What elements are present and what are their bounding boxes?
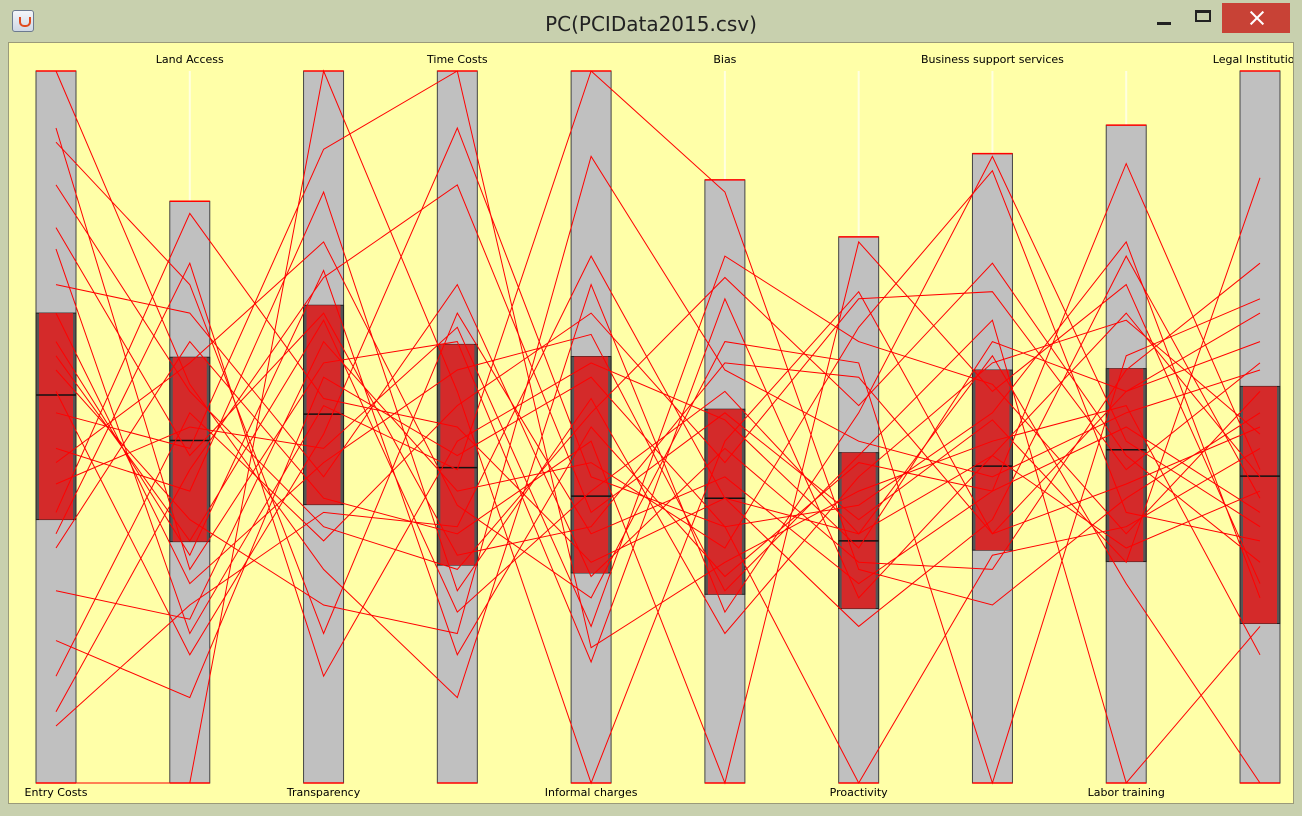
record-line xyxy=(55,312,1261,785)
axis-label: Land Access xyxy=(156,53,224,66)
record-line xyxy=(55,240,1261,785)
record-line xyxy=(55,255,1261,727)
axis-label: Proactivity xyxy=(830,786,888,799)
java-app-icon[interactable] xyxy=(12,10,34,32)
record-line xyxy=(55,376,1261,785)
record-line xyxy=(55,212,1261,628)
axis-label: Transparency xyxy=(286,786,361,799)
parallel-coordinates-chart: Entry Costs Land Access Transparency Time C… xyxy=(25,53,1293,799)
record-line xyxy=(55,169,1261,620)
close-button[interactable] xyxy=(1222,3,1290,33)
axis-label: Bias xyxy=(713,53,736,66)
record-line xyxy=(55,127,1261,664)
axis-label: Informal charges xyxy=(545,786,638,799)
record-line xyxy=(55,177,1261,713)
record-line xyxy=(55,261,1261,678)
title-bar[interactable]: PC(PCIData2015.csv) xyxy=(0,0,1302,44)
interquartile-box xyxy=(440,344,475,566)
record-line xyxy=(55,184,1261,570)
record-line xyxy=(55,70,1261,656)
record-line xyxy=(55,319,1261,784)
axis-label: Business support services xyxy=(921,53,1064,66)
record-line xyxy=(55,262,1261,578)
axis-label: Entry Costs xyxy=(25,786,88,799)
record-line xyxy=(55,70,1261,699)
record-line xyxy=(55,190,1261,635)
axis-label: Labor training xyxy=(1088,786,1165,799)
window-title: PC(PCIData2015.csv) xyxy=(545,12,757,36)
maximize-button[interactable] xyxy=(1186,3,1222,31)
record-line xyxy=(55,227,1261,556)
minimize-button[interactable] xyxy=(1148,3,1184,31)
record-line xyxy=(55,155,1261,635)
axis-label: Time Costs xyxy=(426,53,488,66)
plot-area: Entry Costs Land Access Transparency Time C… xyxy=(8,42,1294,804)
record-line xyxy=(55,255,1261,628)
record-line xyxy=(55,291,1261,677)
record-line xyxy=(56,69,1261,785)
record-line xyxy=(55,241,1261,785)
axis-label: Legal Institutions xyxy=(1213,53,1293,66)
interquartile-box xyxy=(172,357,207,542)
bottom-border xyxy=(0,806,1302,816)
